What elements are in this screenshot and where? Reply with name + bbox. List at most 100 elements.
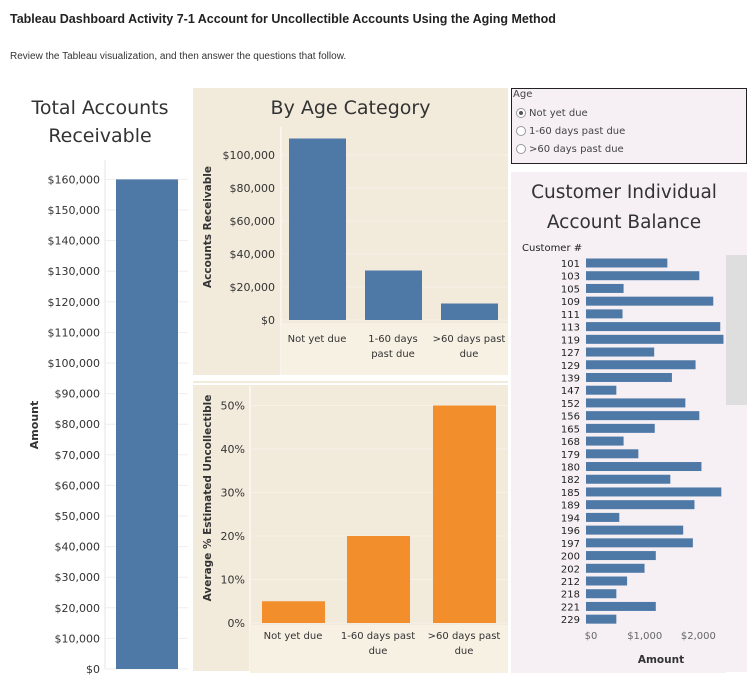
x-axis-band	[250, 625, 508, 673]
customer-label: 168	[561, 437, 580, 448]
customer-label: 189	[561, 501, 580, 512]
y-tick-label: $90,000	[55, 388, 101, 401]
y-tick-label: $150,000	[48, 204, 101, 217]
y-tick-label: $20,000	[230, 281, 276, 294]
customer-bar	[586, 258, 668, 268]
customer-title: Customer Individual Account Balance	[531, 182, 717, 233]
customer-bar	[586, 487, 722, 497]
customer-bar	[586, 525, 684, 535]
customer-bar	[586, 385, 617, 395]
y-tick-label: 40%	[221, 443, 245, 456]
customer-bar	[586, 589, 617, 599]
customer-label: 179	[561, 450, 580, 461]
y-tick-label: $70,000	[55, 449, 101, 462]
bar-0	[262, 601, 325, 623]
age-category-title: By Age Category	[270, 97, 431, 119]
age-option-not-yet-due[interactable]: Not yet due	[512, 104, 746, 122]
page-subtitle: Review the Tableau visualization, and th…	[10, 51, 347, 62]
scrollbar[interactable]	[726, 255, 747, 405]
customer-label: 180	[561, 463, 580, 474]
age-option-1-60[interactable]: 1-60 days past due	[512, 122, 746, 140]
customer-label: 221	[561, 602, 580, 613]
y-tick-label: $0	[86, 663, 100, 676]
y-tick-label: $110,000	[48, 326, 101, 339]
age-filter: Age Not yet due 1-60 days past due >60 d…	[511, 88, 747, 164]
radio-selected-icon[interactable]	[516, 108, 526, 118]
x-tick-label: past due	[371, 349, 415, 360]
radio-icon[interactable]	[516, 144, 526, 154]
customer-label: 196	[561, 526, 580, 537]
y-tick-label: $80,000	[230, 182, 276, 195]
x-tick-label: Not yet due	[264, 631, 323, 642]
x-tick-label: >60 days past	[428, 631, 501, 642]
customer-bar	[586, 500, 695, 510]
customer-label: 111	[561, 310, 580, 321]
customer-label: 101	[561, 259, 580, 270]
customer-label: 103	[561, 272, 580, 283]
bar-1	[365, 270, 422, 320]
option-label: 1-60 days past due	[529, 125, 626, 137]
customer-bar	[586, 411, 700, 421]
bar-2	[433, 405, 496, 623]
customer-label: 147	[561, 386, 580, 397]
y-axis-title: Average % Estimated Uncollectible	[202, 395, 214, 602]
row-header: Customer #	[522, 243, 582, 254]
y-tick-label: $100,000	[48, 357, 101, 370]
customer-label: 200	[561, 552, 580, 563]
customer-bar	[586, 538, 693, 548]
x-tick-label: due	[455, 646, 474, 657]
axis-band	[511, 624, 726, 673]
customer-label: 218	[561, 590, 580, 601]
customer-label: 119	[561, 335, 580, 346]
customer-bar	[586, 512, 620, 522]
x-tick-label: 1-60 days	[368, 334, 417, 345]
customer-bar	[586, 462, 702, 472]
x-tick-label: 1-60 days past	[341, 631, 415, 642]
customer-panel	[511, 172, 747, 672]
y-tick-label: 10%	[221, 574, 245, 587]
customer-bar	[586, 271, 700, 281]
y-tick-label: $120,000	[48, 296, 101, 309]
customer-bar	[586, 309, 623, 319]
y-tick-label: 20%	[221, 530, 245, 543]
customer-bar	[586, 563, 645, 573]
x-tick-label: $0	[585, 631, 598, 642]
y-tick-label: $50,000	[55, 510, 101, 523]
radio-icon[interactable]	[516, 126, 526, 136]
customer-bar	[586, 423, 655, 433]
customer-bar	[586, 551, 656, 561]
customer-label: 165	[561, 424, 580, 435]
bar-2	[441, 303, 498, 320]
customer-bar	[586, 296, 714, 306]
customer-label: 113	[561, 323, 580, 334]
customer-label: 212	[561, 577, 580, 588]
customer-bar	[586, 614, 617, 624]
customer-bar	[586, 372, 672, 382]
x-axis-band	[281, 323, 508, 375]
customer-label: 129	[561, 361, 580, 372]
x-axis-title: Amount	[638, 654, 684, 666]
uncollectible-chart: 0% 10% 20% 30% 40% 50% Not yet due 1-60 days pa…	[193, 383, 508, 673]
y-tick-label: $80,000	[55, 418, 101, 431]
page-title: Tableau Dashboard Activity 7-1 Account f…	[10, 12, 556, 26]
customer-label: 109	[561, 297, 580, 308]
customer-label: 185	[561, 488, 580, 499]
y-tick-label: 30%	[221, 487, 245, 500]
customer-label: 194	[561, 513, 580, 524]
age-filter-label: Age	[513, 89, 533, 100]
customer-bar	[586, 436, 624, 446]
y-tick-label: $40,000	[230, 248, 276, 261]
customer-label: 105	[561, 284, 580, 295]
y-tick-label: $40,000	[55, 541, 101, 554]
y-axis-title: Amount	[28, 401, 41, 449]
customer-bar	[586, 398, 686, 408]
y-tick-label: $100,000	[223, 149, 276, 162]
y-tick-label: $160,000	[48, 173, 101, 186]
bar-0	[289, 138, 346, 320]
age-option-over-60[interactable]: >60 days past due	[512, 140, 746, 158]
option-label: >60 days past due	[529, 143, 624, 155]
customer-label: 202	[561, 564, 580, 575]
customer-label: 152	[561, 399, 580, 410]
y-tick-label: $60,000	[230, 215, 276, 228]
